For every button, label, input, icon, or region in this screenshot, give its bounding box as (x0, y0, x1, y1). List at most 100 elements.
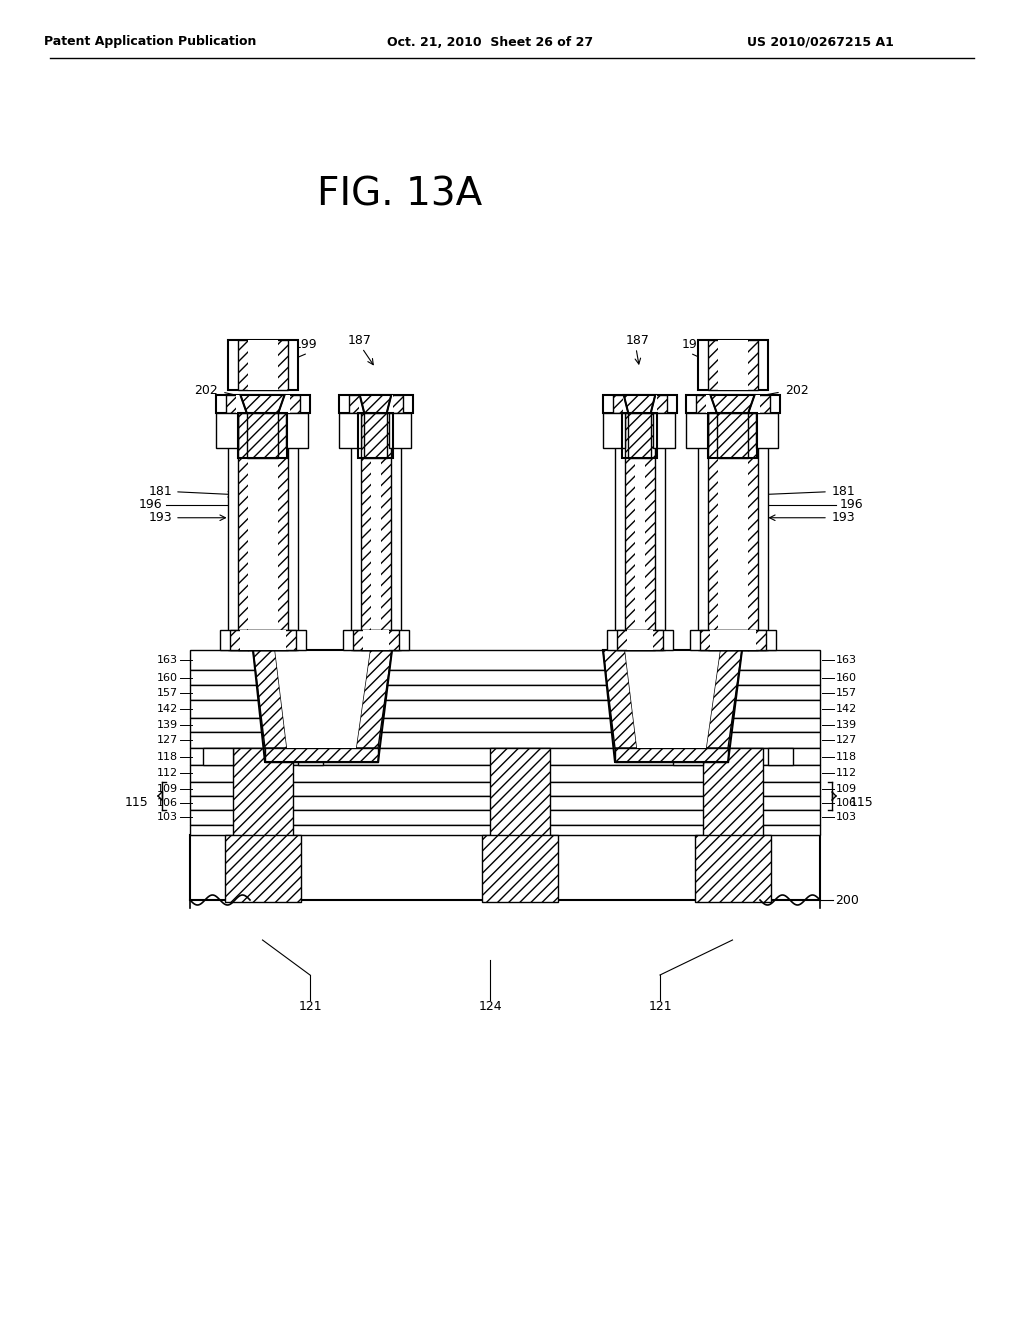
Bar (360, 395, 390, 649)
Bar (247, 413, 279, 458)
Bar (190, 766, 820, 781)
Bar (717, 413, 749, 458)
Text: 181: 181 (831, 486, 856, 498)
Bar (190, 649, 820, 671)
Bar (482, 836, 558, 902)
Text: 160: 160 (836, 673, 857, 682)
Text: 115: 115 (124, 796, 148, 809)
Bar (190, 810, 820, 825)
Text: 112: 112 (157, 768, 178, 777)
Text: 199: 199 (293, 338, 316, 351)
Bar (225, 395, 299, 413)
Polygon shape (253, 649, 287, 748)
Bar (629, 413, 650, 458)
Text: 160: 160 (157, 673, 178, 682)
Text: 139: 139 (836, 719, 857, 730)
Text: US 2010/0267215 A1: US 2010/0267215 A1 (746, 36, 893, 49)
Bar (358, 413, 393, 458)
Bar (298, 748, 323, 766)
Polygon shape (711, 395, 755, 413)
Text: 196: 196 (138, 498, 162, 511)
Bar (350, 395, 400, 649)
Text: 103: 103 (836, 812, 857, 822)
Bar (227, 341, 298, 389)
Text: 205: 205 (736, 343, 760, 356)
Bar (708, 395, 758, 649)
Text: 205: 205 (241, 343, 265, 356)
Text: 200: 200 (835, 894, 859, 907)
Polygon shape (356, 649, 392, 748)
Bar (229, 630, 296, 649)
Text: 142: 142 (157, 704, 178, 714)
Bar (652, 413, 675, 447)
Bar (606, 630, 673, 649)
Bar (190, 781, 820, 796)
Bar (685, 395, 779, 413)
Bar (215, 395, 309, 413)
Bar (190, 671, 820, 685)
Bar (616, 630, 663, 649)
Polygon shape (624, 395, 655, 413)
Bar (706, 395, 760, 413)
Bar (190, 836, 820, 900)
Text: 142: 142 (836, 704, 857, 714)
Bar (240, 630, 286, 649)
Bar (702, 748, 763, 895)
Text: 118: 118 (157, 752, 178, 762)
Bar (352, 630, 398, 649)
Bar (602, 413, 625, 447)
Text: 199: 199 (681, 338, 705, 351)
Text: 193: 193 (831, 511, 856, 524)
Text: Patent Application Publication: Patent Application Publication (44, 36, 256, 49)
Bar (623, 395, 656, 413)
Polygon shape (603, 649, 637, 748)
Bar (699, 630, 766, 649)
Bar (612, 395, 667, 413)
Bar (635, 395, 644, 649)
Bar (362, 630, 388, 649)
Bar (490, 748, 550, 895)
Text: 139: 139 (157, 719, 178, 730)
Bar (371, 395, 381, 649)
Bar (215, 413, 238, 447)
Bar (615, 748, 728, 762)
Text: 109: 109 (157, 784, 178, 795)
Bar (248, 341, 278, 389)
Bar (718, 395, 748, 649)
Text: 202: 202 (785, 384, 809, 396)
Bar (227, 395, 298, 649)
Text: 187: 187 (626, 334, 650, 346)
Bar (768, 748, 793, 766)
Bar (190, 733, 820, 748)
Text: 109: 109 (836, 784, 857, 795)
Polygon shape (359, 395, 391, 413)
Bar (694, 836, 770, 902)
Bar (673, 748, 702, 766)
Bar (190, 700, 820, 718)
Bar (689, 630, 775, 649)
Bar (388, 413, 411, 447)
Bar (190, 718, 820, 733)
Text: 193: 193 (148, 511, 172, 524)
Text: 163: 163 (157, 655, 178, 665)
Bar (710, 630, 756, 649)
Text: 106: 106 (157, 799, 178, 808)
Text: 181: 181 (148, 486, 172, 498)
Bar (342, 630, 409, 649)
Text: 112: 112 (836, 768, 857, 777)
Bar (224, 836, 300, 902)
Bar (190, 796, 820, 810)
Bar (708, 341, 758, 389)
Bar (248, 395, 278, 649)
Bar (265, 748, 378, 762)
Bar (697, 341, 768, 389)
Text: 157: 157 (836, 688, 857, 698)
Text: 121: 121 (298, 1001, 322, 1012)
Bar (339, 395, 413, 413)
Bar (718, 341, 748, 389)
Bar (286, 413, 307, 447)
Bar (756, 413, 777, 447)
Bar (190, 685, 820, 700)
Bar (602, 395, 677, 413)
Bar (685, 413, 708, 447)
